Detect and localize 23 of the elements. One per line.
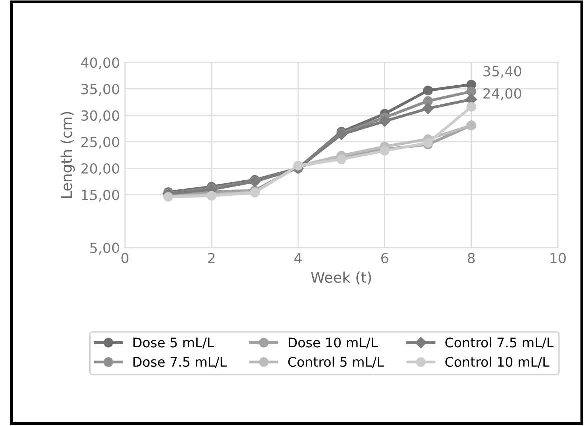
x-tick-label: 0 [122,253,129,264]
x-axis-title: Week (t) [311,272,372,285]
legend-label: Control 10 mL/L [446,356,550,368]
annotation: 24,00 [484,88,522,100]
x-tick-label: 4 [294,253,302,264]
x-tick-label: 6 [381,253,388,264]
annotation: 35,40 [484,66,522,78]
y-tick-label: 30,00 [82,110,120,122]
y-axis-title: Length (cm) [60,112,76,198]
y-tick-label: 40,00 [81,58,120,70]
x-tick-label: 8 [468,253,475,264]
legend-label: Control 5 mL/L [288,356,384,368]
legend-label: Control 7.5 mL/L [446,338,554,349]
x-tick-label: 2 [208,253,215,264]
legend-label: Dose 10 mL/L [288,338,378,349]
y-tick-label: 25,00 [82,137,120,149]
y-tick-label: 5,00 [90,242,120,255]
y-tick-label: 20,00 [82,163,120,176]
legend-label: Dose 7.5 mL/L [134,357,227,368]
x-tick-label: 10 [550,253,566,264]
y-tick-label: 35,00 [82,84,120,96]
y-tick-label: 15,00 [82,190,120,202]
legend-label: Dose 5 mL/L [134,338,214,349]
